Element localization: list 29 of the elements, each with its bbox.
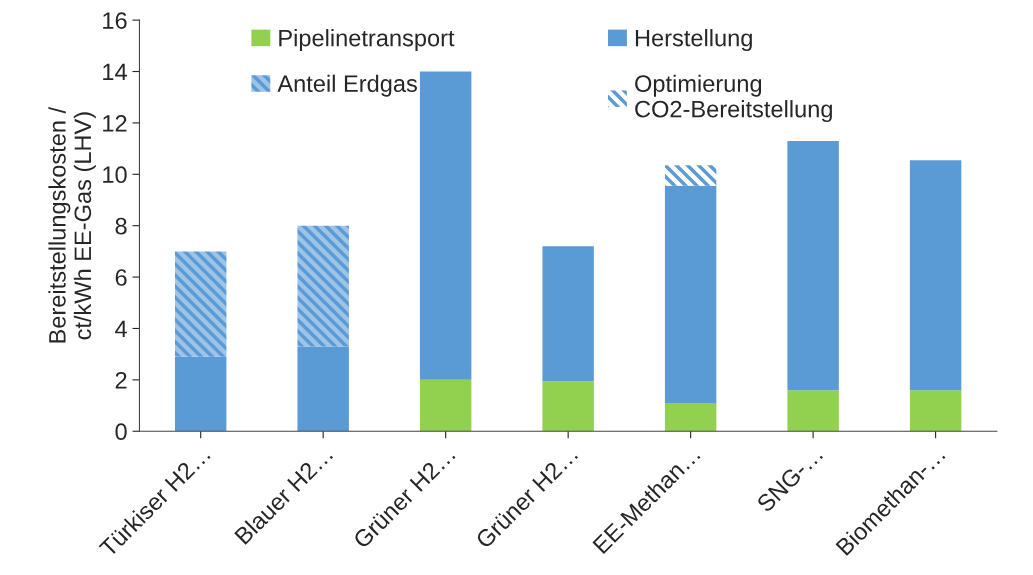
bar	[419, 71, 472, 380]
bar	[542, 381, 594, 432]
y-tick-label: 4	[115, 320, 127, 338]
bar	[542, 246, 594, 382]
y-axis-title: Bereitstellungskosten / ct/kWh EE-Gas (LHV)	[48, 106, 96, 343]
bar	[664, 402, 717, 432]
bar	[174, 251, 227, 357]
bar	[909, 160, 962, 391]
y-tick-label: 6	[115, 269, 127, 286]
bar	[174, 356, 227, 432]
y-tick-label: 8	[115, 217, 127, 235]
y-tick-label: 14	[103, 63, 127, 81]
bar	[419, 379, 472, 432]
bar	[297, 346, 349, 432]
bar	[909, 390, 962, 432]
legend-label: Optimierung CO2-Bereitstellung	[635, 74, 832, 123]
bar	[664, 165, 717, 186]
legend-label: Herstellung	[635, 29, 752, 52]
bar	[297, 225, 349, 347]
y-tick-label: 10	[103, 166, 127, 184]
bar	[664, 185, 717, 403]
y-tick-label: 2	[115, 371, 127, 389]
y-tick-label: 0	[115, 423, 127, 441]
legend-label: Anteil Erdgas	[277, 74, 417, 97]
y-tick-label: 12	[103, 114, 127, 132]
y-tick-label: 16	[103, 12, 127, 29]
legend-label: Pipelinetransport	[279, 29, 455, 52]
bar	[787, 140, 839, 391]
bar	[787, 390, 839, 432]
